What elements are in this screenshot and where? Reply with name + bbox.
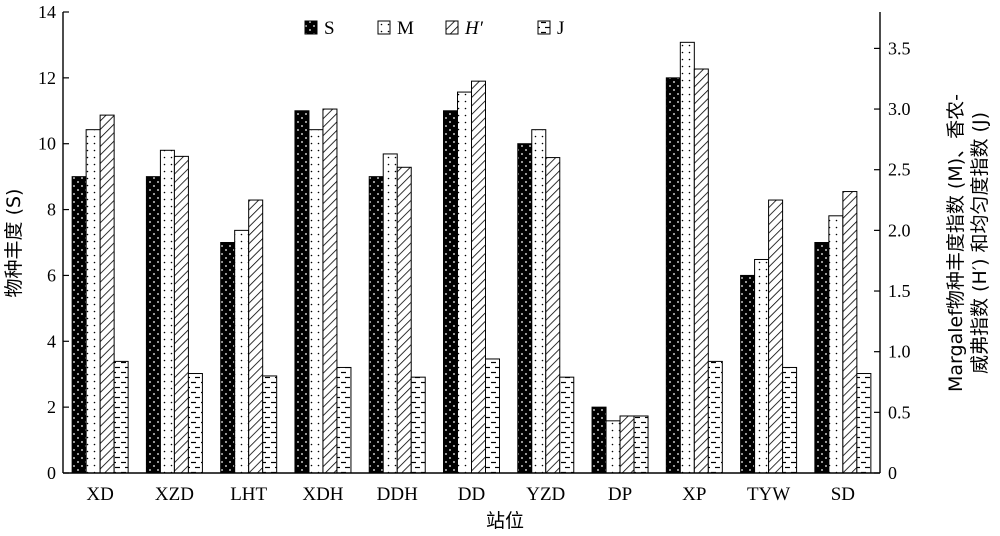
bar-S-TYW [740, 274, 756, 474]
y-tick-label-4: 4 [47, 331, 56, 351]
y2-tick-label-3.0: 3.0 [888, 99, 911, 119]
bar-M-DD [457, 91, 472, 474]
bar-M-XP [679, 41, 695, 474]
y-tick-label-8: 8 [47, 200, 56, 220]
bar-J-DD [485, 358, 500, 474]
y-tick-label-2: 2 [47, 397, 56, 417]
legend-swatch-S [304, 20, 318, 35]
bar-S-XDH [294, 110, 310, 474]
bar-H-TYW [768, 199, 784, 474]
y-tick-label-6: 6 [47, 265, 56, 285]
bar-H-LHT [248, 199, 264, 474]
bars-group [71, 41, 872, 474]
y-tick-label-12: 12 [38, 68, 56, 88]
x-tick-label-DD: DD [458, 484, 485, 505]
bar-J-XDH [336, 366, 352, 474]
y2-tick-label-0: 0 [888, 463, 897, 483]
legend-swatch-H [445, 20, 459, 35]
x-tick-label-DP: DP [608, 484, 632, 505]
x-tick-label-YZD: YZD [526, 484, 565, 505]
y-axis-title: 物种丰度 (S) [3, 189, 25, 298]
bar-H-DD [471, 80, 486, 474]
bar-H-XP [693, 68, 709, 474]
axes-group: XD XZD LHT XDH DDH DD YZD DP XP TYW SD 0 2 4 6 8 10 12 14 0… [38, 2, 911, 505]
bar-J-XZD [187, 373, 203, 474]
legend-swatch-J [537, 20, 551, 35]
bar-M-YZD [531, 129, 547, 474]
x-tick-label-XDH: XDH [302, 484, 343, 505]
legend-swatch-M [377, 20, 391, 35]
y2-tick-label-2.0: 2.0 [888, 220, 911, 240]
bar-S-XP [665, 77, 681, 474]
bar-H-DP [619, 415, 635, 474]
bar-J-TYW [782, 366, 798, 474]
bar-S-DP [591, 406, 607, 474]
legend: S M H′ J [304, 18, 564, 39]
bar-J-XD [113, 360, 129, 474]
bar-M-TYW [754, 258, 770, 474]
bar-J-XP [707, 360, 723, 474]
bar-M-SD [828, 215, 844, 474]
y-tick-label-0: 0 [47, 463, 56, 483]
bar-M-XZD [159, 149, 175, 474]
y2-tick-label-2.5: 2.5 [888, 160, 911, 180]
bar-J-DP [633, 415, 649, 474]
bar-M-XDH [308, 129, 324, 474]
bar-M-DDH [382, 153, 398, 474]
bar-J-SD [856, 373, 872, 474]
bar-S-XD [71, 176, 87, 474]
bar-S-DD [443, 110, 458, 474]
bar-M-LHT [234, 229, 250, 474]
bar-S-XZD [145, 176, 161, 474]
legend-label-M: M [397, 18, 414, 39]
y2-axis-title-line2: 威弗指数 (H′) 和均匀度指数 (J) [969, 112, 991, 374]
bar-H-DDH [396, 166, 412, 474]
bar-M-DP [605, 420, 621, 474]
bar-S-SD [814, 242, 830, 474]
y2-axis-title-line1: Margalef物种丰度指数 (M)、香农- [945, 94, 967, 392]
y2-tick-label-1.5: 1.5 [888, 281, 911, 301]
y2-tick-label-0.5: 0.5 [888, 402, 911, 422]
bar-J-LHT [262, 375, 278, 474]
x-tick-label-SD: SD [831, 484, 855, 505]
bar-H-XD [99, 114, 115, 474]
bar-H-XZD [173, 155, 189, 474]
bar-H-YZD [545, 157, 561, 474]
x-tick-label-XP: XP [682, 484, 706, 505]
x-tick-label-DDH: DDH [377, 484, 418, 505]
bar-S-YZD [517, 143, 533, 474]
x-tick-label-LHT: LHT [230, 484, 267, 505]
legend-label-S: S [324, 18, 335, 39]
legend-label-J: J [557, 18, 564, 39]
x-tick-label-XD: XD [86, 484, 113, 505]
legend-label-H: H′ [464, 18, 484, 39]
bar-J-DDH [410, 376, 426, 474]
bar-H-SD [842, 191, 858, 474]
bar-J-YZD [559, 376, 575, 474]
y-tick-label-10: 10 [38, 134, 56, 154]
bar-H-XDH [322, 108, 338, 474]
bar-M-XD [85, 129, 101, 474]
x-tick-label-XZD: XZD [155, 484, 194, 505]
x-axis-title: 站位 [486, 510, 524, 532]
y-tick-label-14: 14 [38, 2, 56, 22]
bar-S-LHT [220, 242, 236, 474]
bar-S-DDH [368, 176, 384, 474]
x-tick-label-TYW: TYW [747, 484, 790, 505]
y2-tick-label-3.5: 3.5 [888, 38, 911, 58]
y2-tick-label-1.0: 1.0 [888, 342, 911, 362]
